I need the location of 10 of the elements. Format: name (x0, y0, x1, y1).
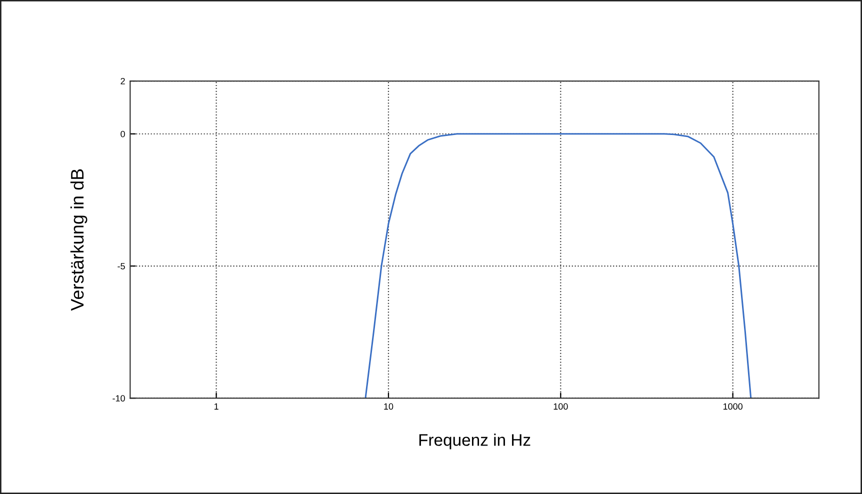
x-tick-label: 100 (554, 403, 568, 410)
y-tick-label: 0 (120, 130, 125, 138)
x-axis-title: Frequenz in Hz (419, 434, 530, 450)
x-tick-label: 1 (214, 403, 218, 410)
y-axis-title: Verstärkung in dB (70, 169, 88, 311)
x-tick-label: 10 (384, 403, 394, 410)
y-tick-label: -10 (112, 395, 125, 402)
x-tick-label: 1000 (723, 403, 743, 410)
y-tick-label: 2 (120, 78, 125, 84)
y-tick-label: -5 (118, 263, 125, 270)
